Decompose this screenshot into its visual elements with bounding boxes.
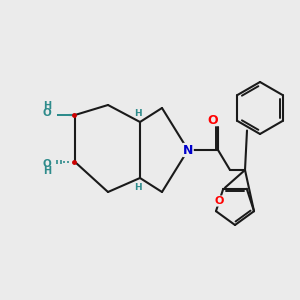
Text: H: H: [43, 166, 51, 176]
Text: O: O: [43, 108, 51, 118]
Text: N: N: [183, 143, 193, 157]
Text: O: O: [43, 159, 51, 169]
Text: H: H: [134, 182, 142, 191]
Polygon shape: [57, 115, 75, 116]
Text: O: O: [215, 196, 224, 206]
Text: H: H: [134, 109, 142, 118]
Text: O: O: [208, 113, 218, 127]
Text: H: H: [43, 101, 51, 111]
